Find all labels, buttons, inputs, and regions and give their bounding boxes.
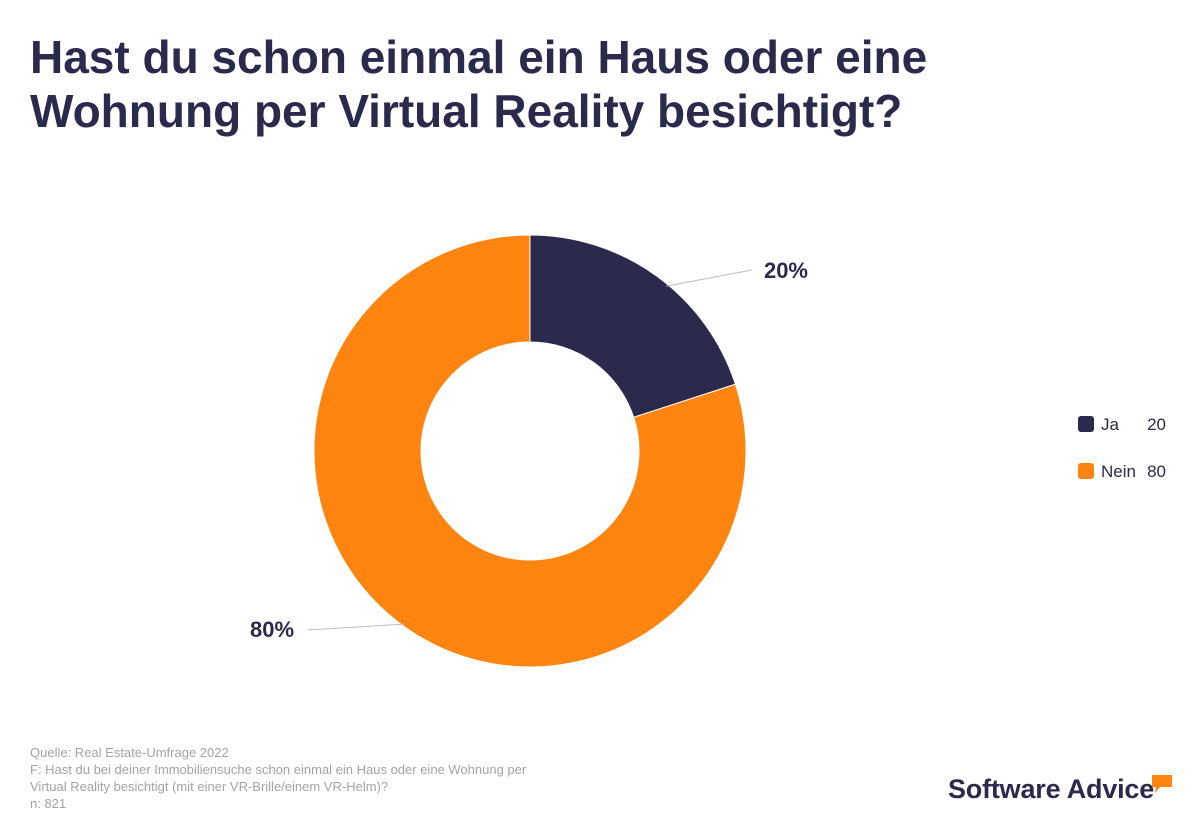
sample-size-note: n: 821: [30, 796, 67, 811]
data-label-ja: 20%: [764, 258, 808, 283]
legend-label-nein: Nein: [1101, 462, 1136, 481]
donut-slice-ja: [529, 234, 737, 418]
leader-line-ja: [666, 269, 753, 287]
legend-value-nein: 80: [1147, 462, 1166, 481]
legend-label-ja: Ja: [1101, 415, 1119, 434]
legend-swatch-ja: [1078, 416, 1094, 432]
chart-title: Hast du schon einmal ein Haus oder eine …: [30, 31, 928, 137]
brand-logo-text: Software Advice: [948, 774, 1155, 804]
question-note-line-2: Virtual Reality besichtigt (mit einer VR…: [30, 779, 389, 794]
data-label-nein: 80%: [250, 617, 294, 642]
footer-notes: Quelle: Real Estate-Umfrage 2022 F: Hast…: [30, 744, 590, 812]
question-note-line-1: F: Hast du bei deiner Immobiliensuche sc…: [30, 762, 527, 777]
legend-swatch-nein: [1078, 463, 1094, 479]
source-note: Quelle: Real Estate-Umfrage 2022: [30, 745, 229, 760]
legend-value-ja: 20: [1147, 415, 1166, 434]
speech-bubble-icon: [1152, 775, 1172, 793]
leader-line-nein: [307, 623, 405, 631]
donut-slice-nein: [313, 234, 747, 668]
